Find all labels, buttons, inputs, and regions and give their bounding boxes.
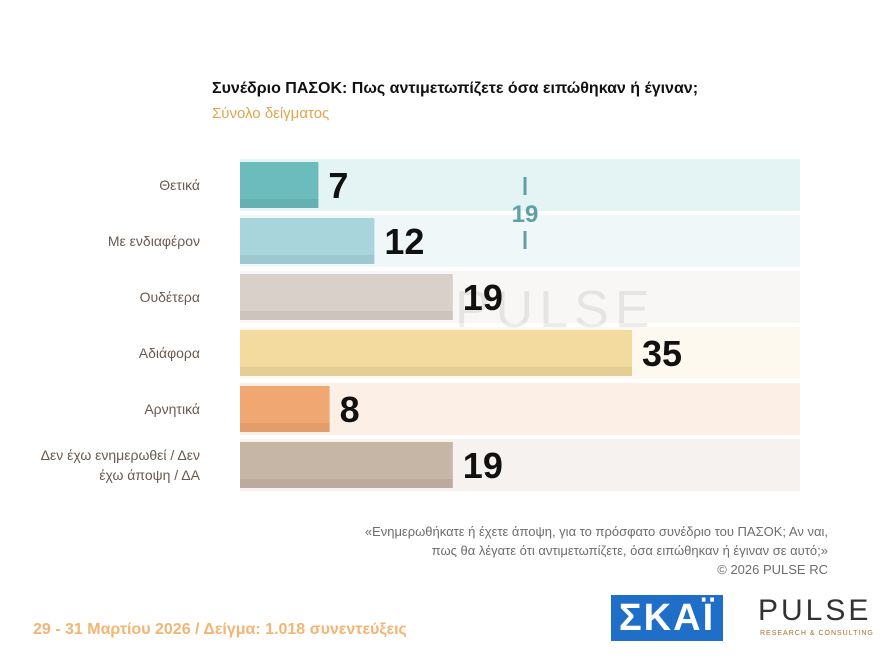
footer: 29 - 31 Μαρτίου 2026 / Δείγμα: 1.018 συν… [33,621,407,638]
chart-title: Συνέδριο ΠΑΣΟΚ: Πως αντιμετωπίζετε όσα ε… [212,80,699,97]
value-label: 12 [384,221,424,262]
bar-track [240,159,800,211]
bar [240,330,632,376]
value-label: 19 [463,277,503,318]
bar-shade [240,479,453,488]
bar [240,274,453,320]
bar-shade [240,423,330,432]
value-label: 35 [642,333,682,374]
category-label: Ουδέτερα [139,289,200,305]
bar [240,386,330,432]
bar [240,442,453,488]
value-label: 19 [463,445,503,486]
bar-track [240,383,800,435]
bar-shade [240,367,632,376]
category-label: Με ενδιαφέρον [107,233,200,249]
value-label: 7 [328,165,348,206]
chart-subtitle: Σύνολο δείγματος [212,105,330,122]
bar-shade [240,311,453,320]
category-label: Δεν έχω ενημερωθεί / Δεν έχω άποψη / ΔΑ [40,447,200,483]
bar [240,162,319,208]
skai-logo: ΣΚΑΪ [611,595,723,641]
value-label: 8 [340,389,360,430]
plot: 7 12 19 35 8 19 19 [240,159,800,491]
bar-shade [240,199,319,208]
category-label: Αρνητικά [144,401,200,417]
bracket-label: 19 [512,201,539,228]
note-line: © 2026 PULSE RC [717,562,828,577]
pulse-logo-sub: RESEARCH & CONSULTING [760,630,874,637]
note-line: πως θα λέγατε ότι αντιμετωπίζετε, όσα ει… [431,543,828,558]
bar-shade [240,255,375,264]
category-label: Αδιάφορα [138,345,200,361]
bar [240,218,375,264]
pulse-logo: PULSE [758,594,872,627]
watermark: PULSE [455,281,656,339]
note-line: «Ενημερωθήκατε ή έχετε άποψη, για το πρό… [364,524,828,539]
category-label: Θετικά [159,177,200,193]
